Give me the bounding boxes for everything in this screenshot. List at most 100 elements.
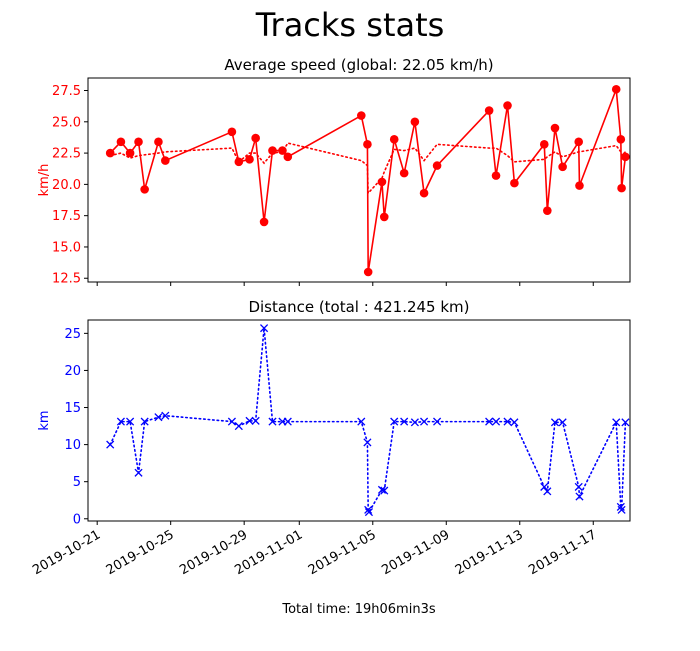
distance-x-ticks: 2019-10-21 2019-10-25 2019-10-292019-11-01…	[30, 521, 599, 578]
distance-point	[126, 417, 135, 426]
speed-point	[503, 101, 512, 110]
distance-point	[550, 418, 560, 427]
distance-axis-label: km	[37, 410, 52, 430]
y-tick-label: 25	[64, 327, 81, 342]
x-tick-label: 2019-10-25	[104, 527, 177, 578]
speed-point	[410, 117, 420, 127]
speed-axis-label: km/h	[37, 164, 52, 197]
speed-solid-path	[109, 88, 627, 273]
speed-point	[363, 140, 372, 149]
speed-point	[617, 183, 626, 193]
distance-point	[621, 418, 630, 427]
speed-point	[283, 152, 293, 162]
y-tick-label: 25.0	[52, 115, 81, 130]
distance-point	[612, 418, 621, 427]
speed-point	[399, 168, 409, 178]
distance-point	[503, 417, 512, 426]
speed-series-line	[109, 88, 627, 273]
y-tick-label: 5	[73, 475, 81, 490]
speed-subplot: Average speed (global: 22.05 km/h) km/h …	[37, 56, 631, 287]
distance-point	[491, 417, 501, 426]
speed-point	[379, 212, 389, 222]
x-tick-label: 2019-11-05	[306, 527, 379, 578]
distance-y-ticks: 0 5 10 15 20 25	[64, 327, 88, 527]
speed-point	[419, 188, 429, 198]
distance-point	[485, 417, 494, 426]
distance-point	[268, 417, 277, 426]
speed-point	[251, 133, 260, 143]
distance-point	[357, 417, 366, 426]
speed-point	[543, 206, 552, 215]
speed-point	[616, 135, 626, 144]
distance-point	[575, 492, 584, 501]
distance-point	[616, 502, 625, 511]
distance-point	[134, 468, 143, 477]
distance-point	[283, 417, 292, 426]
distance-point	[380, 486, 389, 495]
y-tick-label: 17.5	[52, 209, 81, 224]
distance-point	[364, 508, 374, 517]
distance-point	[116, 417, 125, 426]
y-tick-label: 10	[64, 438, 81, 453]
figure-title: Tracks stats	[255, 6, 445, 44]
distance-point	[106, 440, 115, 449]
speed-point	[558, 162, 567, 172]
speed-point	[550, 123, 560, 133]
x-tick-label: 2019-10-21	[30, 527, 103, 578]
speed-point	[575, 181, 584, 190]
distance-point	[433, 417, 442, 426]
speed-point	[227, 127, 237, 137]
speed-plot-frame	[87, 77, 631, 283]
speed-point	[621, 152, 630, 162]
speed-point	[116, 137, 126, 147]
distance-markers	[106, 324, 630, 517]
speed-point	[389, 135, 399, 144]
speed-dotted-path	[109, 142, 627, 196]
speed-point	[161, 156, 170, 165]
speed-point	[574, 137, 584, 147]
speed-point	[491, 171, 501, 180]
distance-point	[260, 324, 269, 333]
distance-point	[251, 416, 260, 425]
distance-point	[234, 422, 243, 431]
distance-point	[400, 417, 409, 426]
speed-chart-title: Average speed (global: 22.05 km/h)	[224, 56, 493, 74]
speed-point	[140, 185, 149, 194]
speed-markers	[105, 84, 630, 277]
distance-point	[364, 505, 373, 514]
distance-point	[363, 438, 372, 447]
distance-point	[390, 417, 399, 426]
x-tick-label: 2019-11-17	[526, 527, 599, 578]
speed-point	[363, 267, 373, 277]
distance-point	[510, 418, 519, 427]
y-tick-label: 0	[73, 512, 81, 527]
distance-point	[140, 417, 149, 426]
x-tick-label: 2019-11-13	[453, 527, 526, 578]
y-tick-label: 15	[64, 401, 81, 416]
speed-point	[510, 178, 519, 188]
distance-point	[227, 417, 236, 426]
distance-point	[540, 482, 549, 491]
distance-dotted-path	[109, 328, 627, 515]
distance-point	[574, 482, 583, 491]
y-tick-label: 12.5	[52, 272, 81, 287]
distance-point	[154, 413, 163, 422]
speed-point	[245, 155, 254, 164]
speed-rolling-average-line	[109, 142, 627, 196]
distance-point	[161, 411, 170, 420]
y-tick-label: 22.5	[52, 147, 81, 162]
speed-point	[356, 111, 366, 120]
distance-chart-title: Distance (total : 421.245 km)	[248, 298, 469, 316]
distance-point	[558, 418, 567, 427]
distance-point	[245, 416, 254, 425]
distance-point	[420, 417, 429, 426]
speed-x-ticks	[96, 282, 594, 286]
distance-point	[543, 487, 552, 496]
distance-point	[617, 505, 626, 514]
speed-point	[278, 146, 287, 155]
y-tick-label: 15.0	[52, 240, 81, 255]
speed-point	[432, 161, 442, 170]
distance-point	[377, 485, 387, 494]
speed-point	[234, 157, 244, 167]
